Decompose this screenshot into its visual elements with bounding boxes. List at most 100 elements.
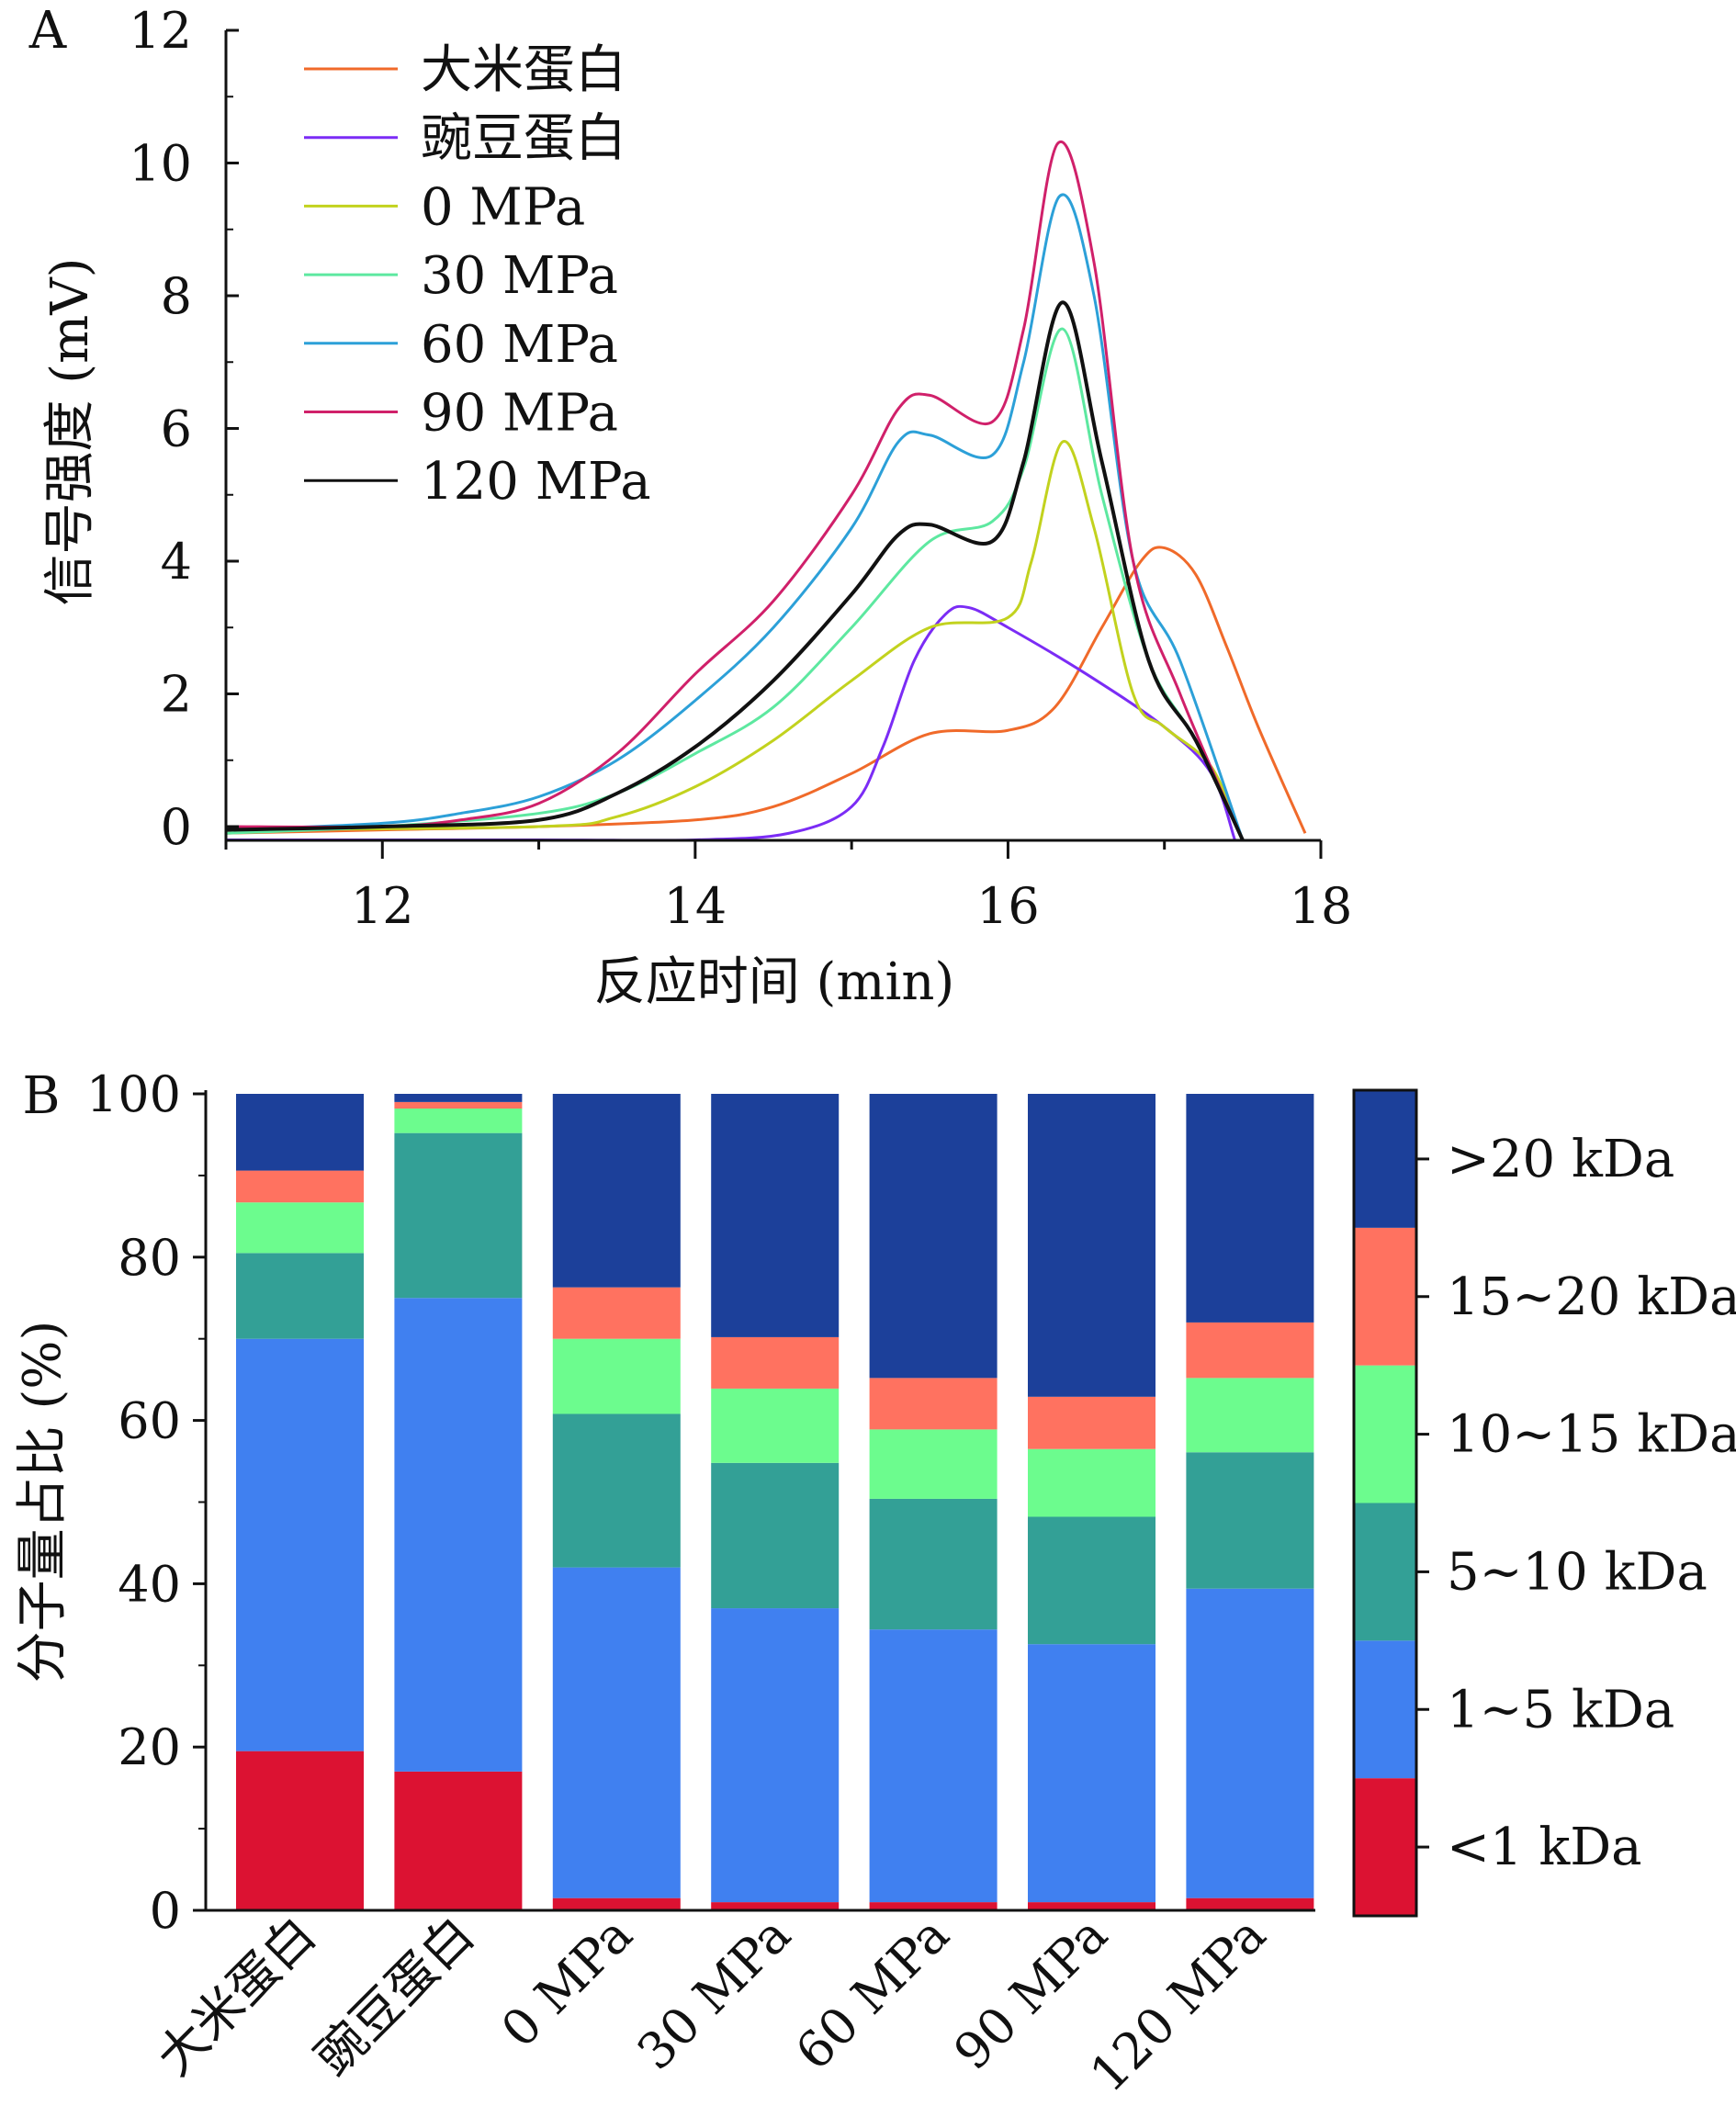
bar-segment xyxy=(1186,1322,1314,1379)
y-tick-label: 12 xyxy=(129,2,192,60)
bar-segment xyxy=(711,1608,840,1903)
colorbar-swatch xyxy=(1354,1778,1416,1916)
bar-segment xyxy=(394,1109,523,1133)
bar-segment xyxy=(552,1338,681,1414)
legend-label: 120 MPa xyxy=(421,452,651,512)
colorbar-swatch xyxy=(1354,1090,1416,1228)
series-line xyxy=(225,193,1245,840)
bar-segment xyxy=(394,1094,523,1102)
series-line xyxy=(225,440,1245,841)
panel-a-letter: A xyxy=(28,1,67,61)
colorbar-swatch xyxy=(1354,1365,1416,1503)
x-axis-label: 反应时间 (min) xyxy=(594,952,955,1012)
colorbar-swatch xyxy=(1354,1503,1416,1641)
axes: 0 2 4 6 8 10 12 12 14 16 18 xyxy=(129,2,1352,935)
bar-segment xyxy=(869,1498,998,1630)
y-tick-label: 2 xyxy=(161,666,192,724)
bar-segment xyxy=(869,1378,998,1430)
bar-segment xyxy=(1186,1094,1314,1323)
bar-segment xyxy=(236,1751,364,1910)
bar-segment xyxy=(869,1094,998,1379)
y-tick-label: 0 xyxy=(150,1882,181,1940)
bar-segment xyxy=(552,1287,681,1339)
legend-label: 5~10 kDa xyxy=(1447,1542,1708,1602)
curves xyxy=(225,140,1307,842)
colorbar-legend: <1 kDa 1~5 kDa 5~10 kDa 10~15 kDa 15~20 kDa >… xyxy=(1352,1088,1736,1918)
bar-segment xyxy=(552,1413,681,1568)
x-tick-label: 14 xyxy=(663,877,727,935)
panel-b-letter: B xyxy=(22,1066,60,1126)
legend-label: 60 MPa xyxy=(421,315,618,375)
y-tick-label: 8 xyxy=(161,267,192,325)
bar-segment xyxy=(1028,1094,1155,1397)
x-tick-label: 30 MPa xyxy=(626,1906,802,2081)
legend-label: 90 MPa xyxy=(421,384,618,444)
y-tick-label: 20 xyxy=(118,1718,181,1776)
bar-segment xyxy=(552,1897,681,1910)
bar-segment xyxy=(236,1170,364,1203)
y-tick-label: 0 xyxy=(161,798,192,856)
y-tick-label: 4 xyxy=(161,533,192,591)
legend-label: 1~5 kDa xyxy=(1447,1680,1674,1740)
bar-segment xyxy=(711,1902,840,1910)
bar-segment xyxy=(1186,1588,1314,1898)
bar-segment xyxy=(1186,1452,1314,1589)
legend-label: <1 kDa xyxy=(1447,1818,1642,1877)
y-tick-label: 40 xyxy=(118,1555,181,1613)
y-tick-label: 6 xyxy=(161,400,192,458)
bar-segment xyxy=(1186,1378,1314,1453)
legend-label: 0 MPa xyxy=(421,177,585,237)
x-tick-label: 60 MPa xyxy=(784,1906,960,2081)
bar-segment xyxy=(394,1771,523,1910)
bar-segment xyxy=(236,1338,364,1751)
y-tick-label: 100 xyxy=(86,1065,181,1123)
bar-segment xyxy=(552,1567,681,1898)
bar-segment xyxy=(711,1336,840,1389)
y-tick-label: 10 xyxy=(129,135,192,193)
bar-segment xyxy=(711,1094,840,1337)
y-axis-label: 分子量占比 (%) xyxy=(13,1321,73,1683)
y-axis-label: 信号强度 (mV) xyxy=(40,257,100,605)
bar-segment xyxy=(236,1202,364,1254)
colorbar-swatch xyxy=(1354,1640,1416,1779)
series-line xyxy=(225,140,1245,841)
y-tick-label: 80 xyxy=(118,1229,181,1287)
bar-segment xyxy=(1028,1644,1155,1903)
bar-segment xyxy=(236,1253,364,1339)
legend-label: 15~20 kDa xyxy=(1447,1267,1736,1327)
bar-segment xyxy=(1028,1516,1155,1645)
bar-segment xyxy=(711,1388,840,1463)
x-tick-label: 0 MPa xyxy=(490,1906,644,2059)
bar-segment xyxy=(711,1462,840,1609)
bar-segment xyxy=(1028,1396,1155,1449)
bar-segment xyxy=(236,1094,364,1171)
x-tick-label: 豌豆蛋白 xyxy=(304,1906,485,2087)
legend-label: 10~15 kDa xyxy=(1447,1405,1736,1465)
bar-segment xyxy=(394,1101,523,1109)
legend-label: 30 MPa xyxy=(421,246,618,306)
x-tick-label: 18 xyxy=(1290,877,1353,935)
colorbar-border xyxy=(1352,1088,1418,1918)
bar-segment xyxy=(869,1902,998,1910)
bar-segment xyxy=(1028,1448,1155,1517)
x-tick-label: 120 MPa xyxy=(1079,1906,1277,2103)
legend-label: >20 kDa xyxy=(1447,1130,1674,1189)
bar-segment xyxy=(869,1629,998,1903)
series-line xyxy=(225,300,1245,841)
bar-segment xyxy=(1028,1902,1155,1910)
x-tick-label: 12 xyxy=(351,877,414,935)
bars xyxy=(236,1094,1314,1910)
bar-segment xyxy=(869,1429,998,1499)
bar-segment xyxy=(1186,1897,1314,1910)
legend-label: 大米蛋白 xyxy=(421,40,626,100)
legend-label: 豌豆蛋白 xyxy=(421,109,626,169)
bar-segment xyxy=(552,1094,681,1288)
y-tick-label: 60 xyxy=(118,1392,181,1450)
colorbar-swatch xyxy=(1354,1227,1416,1366)
x-tick-label: 16 xyxy=(976,877,1040,935)
bar-segment xyxy=(394,1298,523,1772)
